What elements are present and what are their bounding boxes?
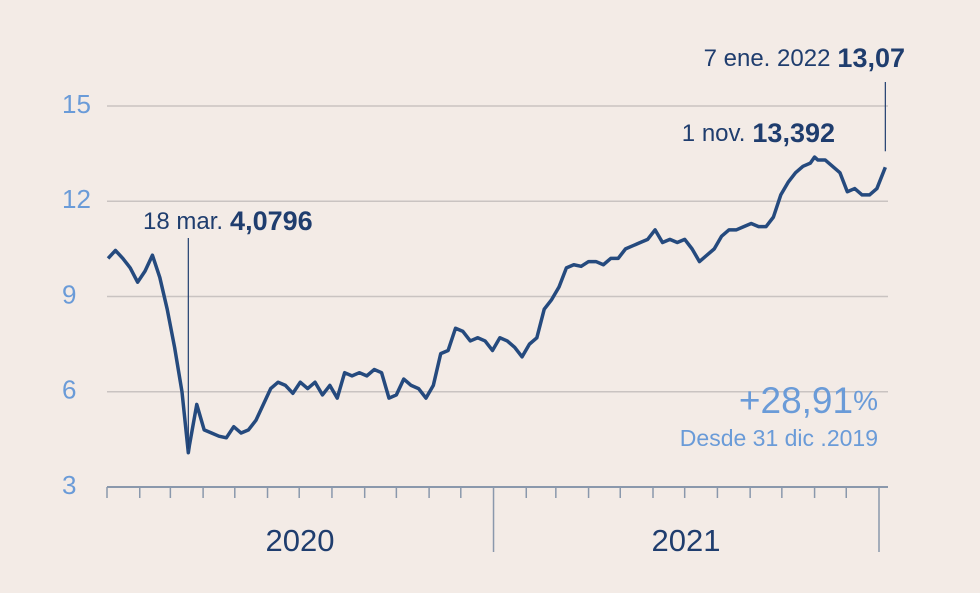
- y-tick-label: 6: [62, 375, 76, 405]
- annotation: 18 mar. 4,0796: [143, 206, 313, 236]
- annotation-value: 4,0796: [230, 206, 313, 236]
- change-value: +28,91%: [739, 380, 878, 421]
- annotation: 7 ene. 2022 13,07: [704, 43, 905, 73]
- annotation-date: 1 nov.: [682, 120, 746, 147]
- annotation-date: 18 mar.: [143, 208, 223, 235]
- annotation-date: 7 ene. 2022: [704, 45, 831, 72]
- change-note: Desde 31 dic .2019: [680, 425, 878, 451]
- annotation: 1 nov. 13,392: [682, 118, 835, 148]
- y-tick-label: 3: [62, 470, 76, 500]
- y-tick-label: 12: [62, 184, 91, 214]
- annotation-value: 13,07: [837, 43, 905, 73]
- annotation-value: 13,392: [752, 118, 835, 148]
- change-number: +28,91: [739, 380, 853, 421]
- year-label: 2021: [652, 523, 721, 558]
- y-tick-label: 9: [62, 279, 76, 309]
- year-label: 2020: [266, 523, 335, 558]
- y-tick-label: 15: [62, 89, 91, 119]
- change-unit: %: [853, 385, 878, 416]
- price-line: [106, 155, 887, 455]
